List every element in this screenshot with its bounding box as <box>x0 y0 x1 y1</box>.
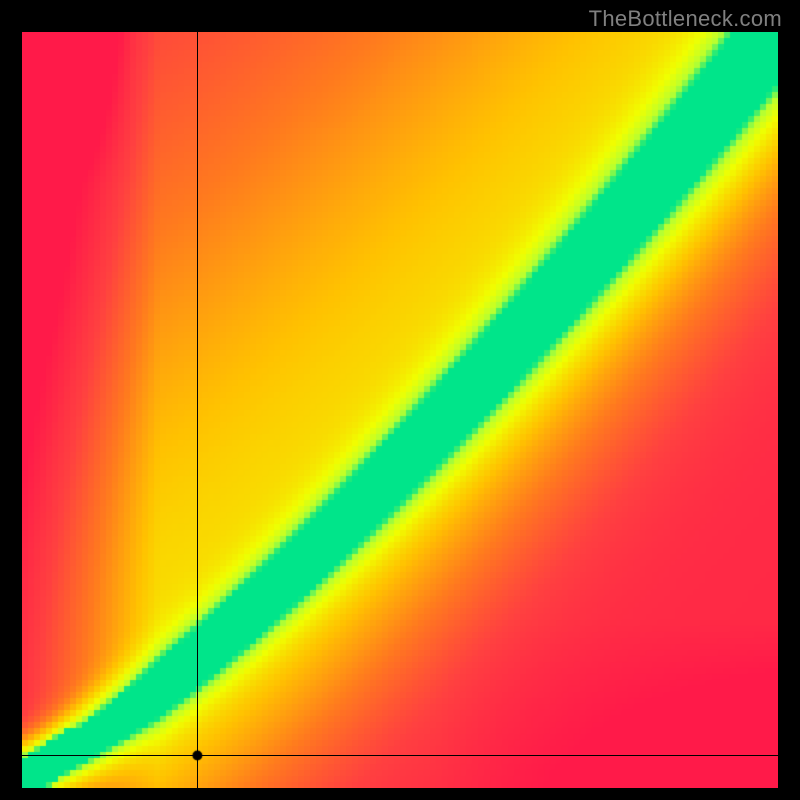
watermark-text: TheBottleneck.com <box>589 6 782 32</box>
crosshair-horizontal <box>22 755 778 756</box>
plot-frame <box>22 32 778 788</box>
crosshair-vertical <box>197 32 198 788</box>
crosshair-dot <box>22 32 778 788</box>
